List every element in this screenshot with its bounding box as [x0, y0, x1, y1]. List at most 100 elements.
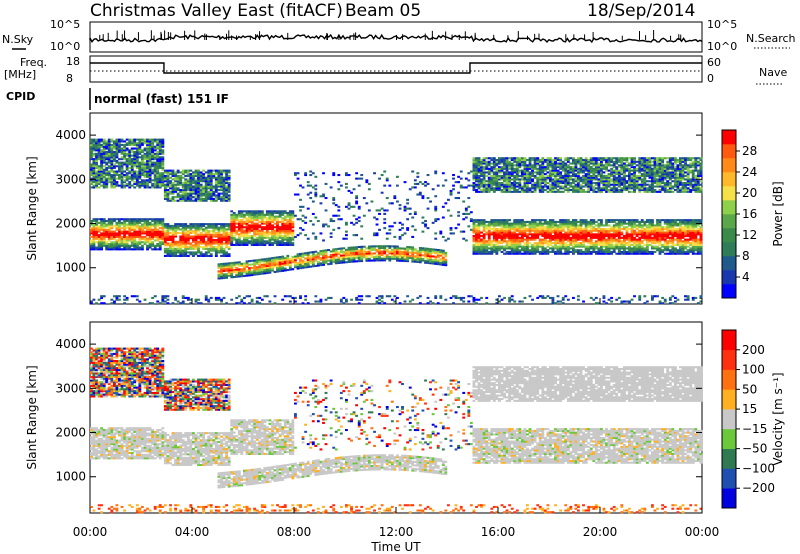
data-cell	[521, 189, 524, 192]
data-cell	[278, 270, 282, 273]
data-cell	[541, 189, 545, 192]
data-cell	[128, 172, 132, 175]
data-cell	[503, 226, 506, 229]
data-cell	[123, 218, 127, 221]
data-cell	[138, 147, 142, 150]
data-cell	[413, 255, 417, 258]
data-cell	[97, 181, 101, 184]
data-cell	[133, 161, 137, 164]
data-cell	[156, 163, 160, 166]
data-cell	[227, 228, 231, 231]
data-cell	[518, 166, 522, 169]
data-cell	[133, 181, 137, 184]
data-cell	[482, 167, 486, 170]
data-cell	[214, 185, 218, 188]
data-cell	[138, 149, 142, 152]
data-cell	[339, 300, 343, 303]
data-cell	[482, 249, 486, 252]
data-cell	[505, 245, 509, 248]
data-cell	[232, 268, 236, 271]
data-cell	[248, 274, 251, 277]
data-cell	[345, 298, 348, 301]
data-cell	[526, 233, 529, 236]
data-cell	[181, 246, 185, 249]
data-cell	[311, 252, 315, 255]
data-cell	[521, 240, 524, 243]
data-cell	[538, 178, 542, 181]
data-cell	[564, 166, 568, 169]
data-cell	[260, 267, 264, 270]
data-cell	[232, 212, 236, 215]
data-cell	[482, 159, 486, 162]
data-cell	[222, 233, 226, 236]
data-cell	[345, 186, 348, 189]
data-cell	[135, 181, 139, 184]
data-cell	[209, 190, 213, 193]
data-cell	[250, 217, 254, 220]
data-cell	[528, 157, 532, 160]
data-cell	[559, 180, 563, 183]
data-cell	[556, 238, 560, 241]
data-cell	[156, 147, 160, 150]
data-cell	[306, 251, 310, 254]
data-cell	[498, 235, 501, 238]
data-cell	[388, 232, 392, 235]
data-cell	[240, 275, 244, 278]
data-cell	[174, 196, 178, 199]
data-cell	[515, 219, 519, 222]
data-cell	[92, 184, 96, 187]
data-cell	[515, 183, 519, 186]
data-cell	[141, 248, 144, 251]
data-cell	[355, 200, 359, 203]
data-cell	[230, 220, 234, 223]
data-cell	[125, 248, 129, 251]
data-cell	[551, 231, 555, 234]
data-cell	[495, 164, 499, 167]
data-cell	[434, 232, 438, 235]
data-cell	[153, 234, 157, 237]
data-cell	[141, 237, 144, 240]
data-cell	[536, 183, 540, 186]
data-cell	[271, 231, 274, 234]
data-cell	[564, 247, 568, 250]
data-cell	[189, 298, 193, 301]
data-cell	[199, 185, 203, 188]
beam-label: Beam 05	[345, 1, 421, 21]
data-cell	[345, 257, 348, 260]
data-cell	[406, 227, 410, 230]
data-cell	[276, 217, 279, 220]
data-cell	[536, 219, 540, 222]
data-cell	[163, 223, 167, 226]
data-cell	[214, 253, 218, 256]
data-cell	[513, 187, 517, 190]
data-cell	[345, 172, 348, 175]
data-cell	[299, 260, 302, 263]
data-cell	[217, 265, 221, 268]
data-cell	[316, 220, 320, 223]
data-cell	[434, 205, 438, 208]
data-cell	[505, 189, 509, 192]
data-cell	[536, 224, 540, 227]
data-cell	[204, 226, 208, 229]
data-cell	[113, 302, 116, 305]
data-cell	[174, 231, 178, 234]
data-cell	[217, 197, 221, 200]
data-cell	[220, 169, 223, 172]
data-cell	[396, 257, 399, 260]
data-cell	[418, 247, 422, 250]
data-cell	[533, 174, 537, 177]
data-cell	[207, 190, 211, 193]
data-cell	[513, 222, 517, 225]
data-cell	[250, 226, 254, 229]
data-cell	[146, 142, 149, 145]
data-cell	[492, 167, 496, 170]
data-cell	[105, 172, 109, 175]
data-cell	[472, 224, 476, 227]
data-cell	[521, 190, 524, 193]
data-cell	[194, 174, 198, 177]
nsearch-label: N.Search	[746, 32, 796, 45]
data-cell	[278, 215, 282, 218]
data-cell	[406, 256, 410, 259]
data-cell	[158, 221, 162, 224]
data-cell	[311, 258, 315, 261]
